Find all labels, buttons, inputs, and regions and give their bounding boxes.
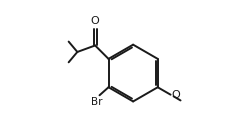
Text: O: O (171, 90, 180, 100)
Text: Br: Br (91, 97, 102, 107)
Text: O: O (91, 16, 100, 26)
